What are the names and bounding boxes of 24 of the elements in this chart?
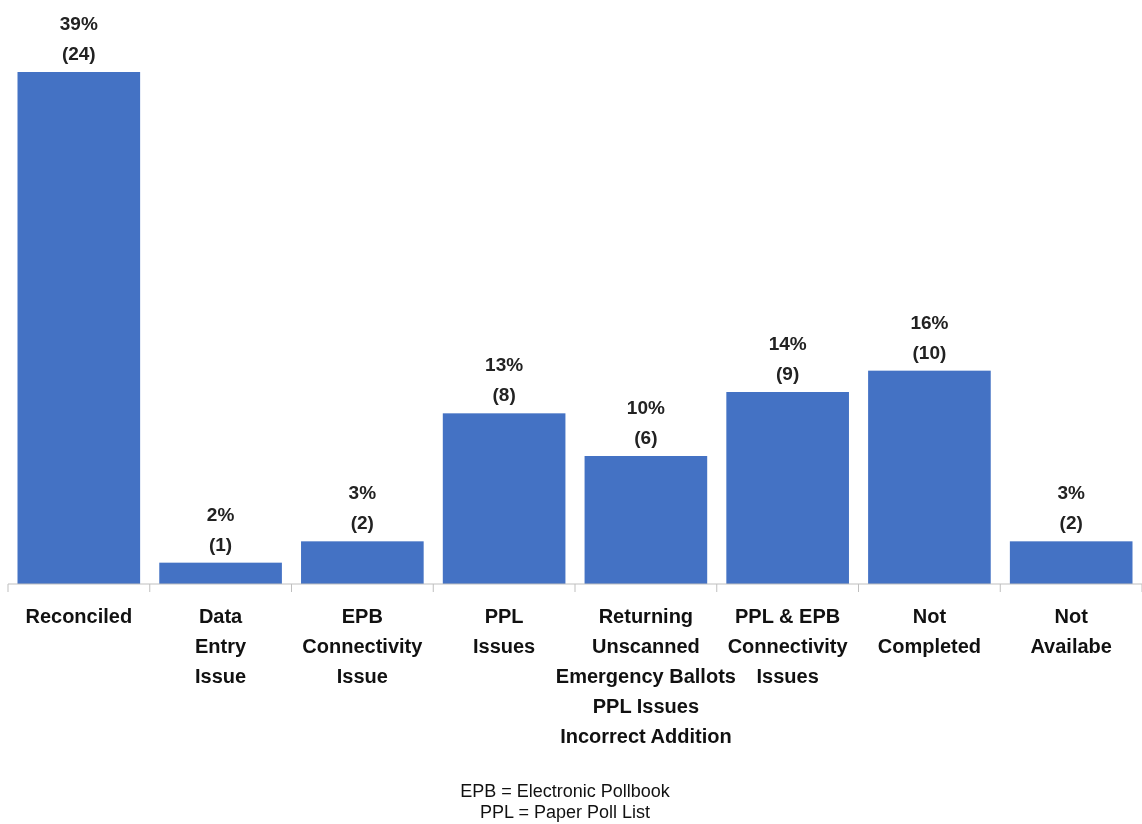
text: EPB = Electronic Pollbook	[460, 781, 671, 801]
bar	[868, 370, 991, 584]
data-label: 3% (2)	[348, 482, 377, 534]
data-label: 39% (24)	[59, 13, 98, 64]
x-tick-label: Data Entry Issue	[195, 605, 248, 687]
bar	[17, 72, 141, 584]
x-tick-label: Not Completed	[877, 605, 982, 657]
x-tick-label: Not Availabe	[1030, 605, 1112, 657]
bar	[442, 413, 566, 584]
data-label: 13% (8)	[485, 354, 524, 406]
bar	[301, 541, 424, 584]
bar	[159, 562, 282, 584]
data-label: 3% (2)	[1057, 482, 1086, 534]
x-tick-label: Reconciled	[25, 605, 133, 627]
x-tick-label: EPB Connectivity Issue	[302, 605, 424, 687]
text: PPL = Paper Poll List	[480, 802, 650, 822]
data-label: 16% (10)	[910, 311, 949, 363]
bar	[726, 392, 849, 584]
x-tick-label: PPL Issues	[472, 605, 536, 657]
bar	[1009, 541, 1133, 584]
data-label: 10% (6)	[626, 397, 665, 448]
data-label: 2% (1)	[206, 503, 235, 555]
bar	[584, 456, 708, 584]
data-label: 14% (9)	[768, 333, 807, 384]
